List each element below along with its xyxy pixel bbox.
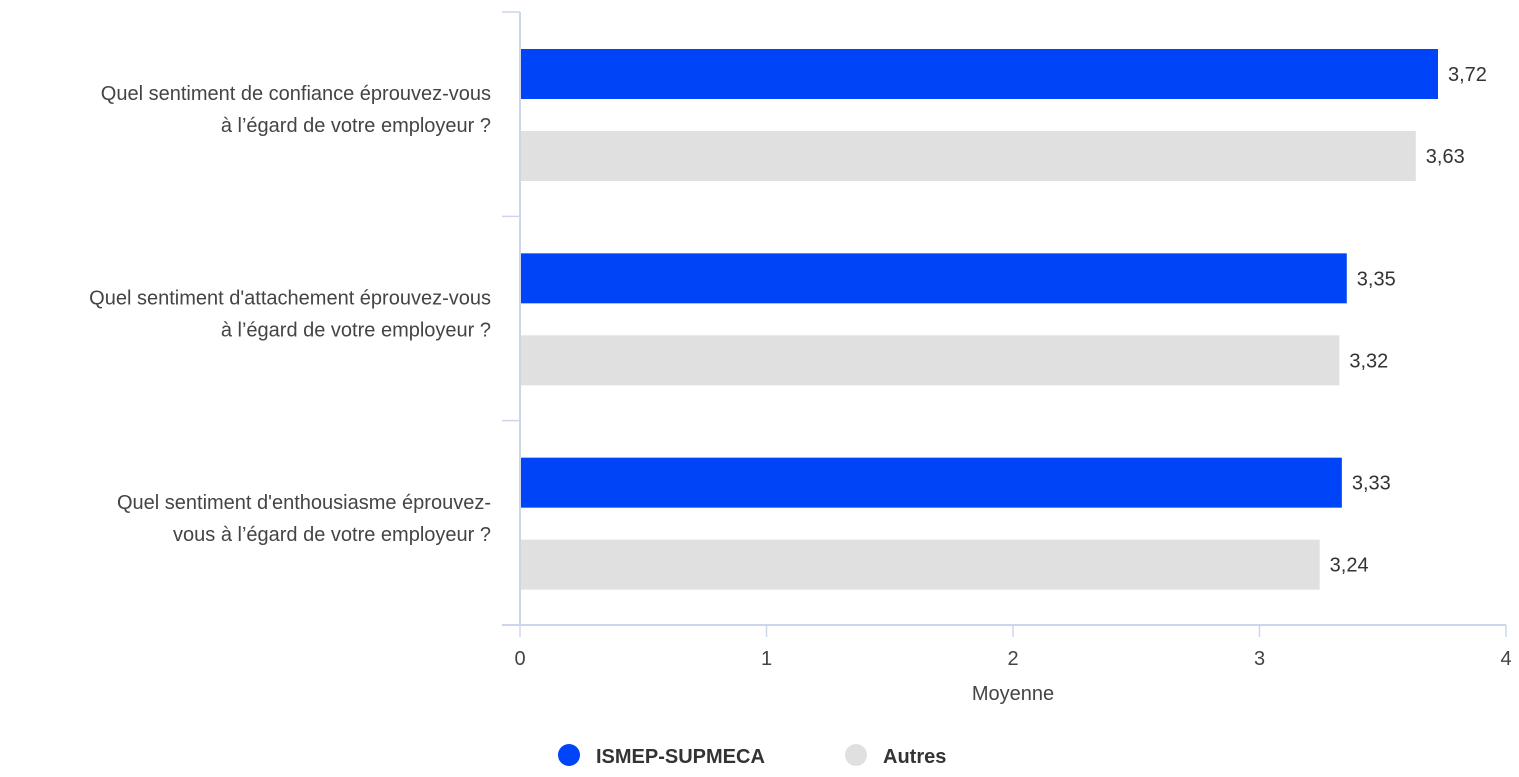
category-label-line: Quel sentiment d'attachement éprouvez-vo… <box>89 288 491 310</box>
bars <box>521 49 1438 590</box>
category-label: Quel sentiment d'enthousiasme éprouvez-v… <box>117 492 491 546</box>
value-label: 3,63 <box>1426 146 1465 168</box>
category-labels: Quel sentiment de confiance éprouvez-vou… <box>89 83 491 546</box>
bar <box>521 335 1340 386</box>
x-tick-label: 3 <box>1254 648 1265 670</box>
x-axis-title: Moyenne <box>972 683 1054 705</box>
legend-item[interactable]: ISMEP-SUPMECA <box>558 744 765 768</box>
category-label-line: vous à l’égard de votre employeur ? <box>173 524 491 546</box>
legend-marker-icon <box>845 744 867 766</box>
bar <box>521 49 1438 99</box>
legend-label: ISMEP-SUPMECA <box>596 746 765 768</box>
legend-marker-icon <box>558 744 580 766</box>
bar <box>521 253 1347 304</box>
value-label: 3,33 <box>1352 473 1391 495</box>
category-label-line: à l’égard de votre employeur ? <box>221 320 491 342</box>
bar <box>521 131 1416 181</box>
x-tick-label: 4 <box>1500 648 1511 670</box>
legend-item[interactable]: Autres <box>845 744 946 768</box>
bar <box>521 539 1320 590</box>
value-label: 3,72 <box>1448 64 1487 86</box>
x-tick-label: 1 <box>761 648 772 670</box>
axes <box>502 11 1507 637</box>
legend-label: Autres <box>883 746 946 768</box>
x-tick-labels: 0 1 2 3 4 <box>514 648 1511 670</box>
x-tick-label: 2 <box>1007 648 1018 670</box>
legend: ISMEP-SUPMECA Autres <box>558 744 946 768</box>
category-label: Quel sentiment d'attachement éprouvez-vo… <box>89 288 491 342</box>
category-label-line: Quel sentiment de confiance éprouvez-vou… <box>101 83 491 105</box>
value-labels: 3,72 3,63 3,35 3,32 3,33 3,24 <box>1330 64 1487 577</box>
bar <box>521 457 1342 508</box>
value-label: 3,24 <box>1330 555 1369 577</box>
category-label-line: Quel sentiment d'enthousiasme éprouvez- <box>117 492 491 514</box>
x-tick-label: 0 <box>514 648 525 670</box>
value-label: 3,35 <box>1357 268 1396 290</box>
category-label: Quel sentiment de confiance éprouvez-vou… <box>101 83 491 137</box>
value-label: 3,32 <box>1349 350 1388 372</box>
category-label-line: à l’égard de votre employeur ? <box>221 115 491 137</box>
